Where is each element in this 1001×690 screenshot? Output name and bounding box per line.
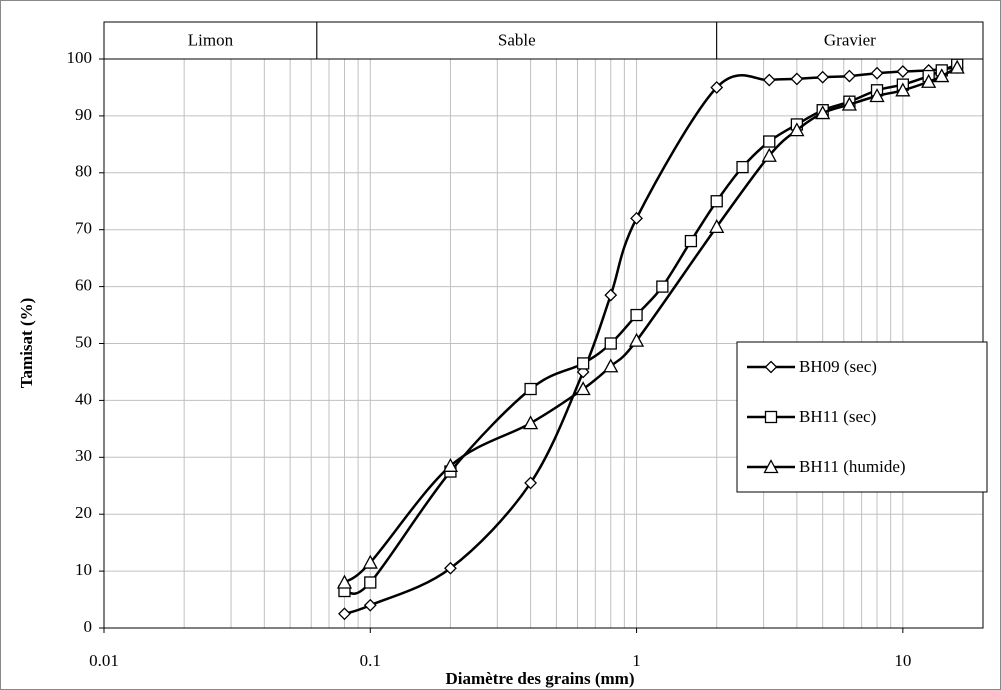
marker	[364, 576, 377, 589]
marker	[710, 195, 723, 208]
marker	[523, 415, 539, 430]
marker	[816, 70, 830, 84]
zone-label: Gravier	[824, 30, 876, 49]
marker	[761, 147, 777, 162]
marker	[762, 73, 776, 87]
marker	[763, 459, 779, 474]
marker	[684, 234, 698, 248]
marker	[790, 72, 804, 86]
marker	[442, 457, 459, 472]
marker	[841, 96, 858, 111]
marker	[710, 81, 724, 94]
marker	[895, 82, 911, 97]
marker	[842, 69, 856, 83]
zone	[316, 21, 718, 60]
marker	[736, 160, 749, 174]
y-tick-label: 60	[75, 276, 92, 295]
marker	[444, 561, 457, 575]
marker	[628, 332, 645, 347]
marker	[870, 66, 884, 80]
y-tick-label: 20	[75, 503, 92, 522]
x-tick-label: 1	[632, 651, 641, 670]
x-tick-label: 0.01	[89, 651, 119, 670]
marker	[789, 122, 805, 137]
marker	[656, 280, 669, 293]
marker	[630, 308, 643, 322]
marker	[524, 476, 538, 490]
y-tick-label: 50	[75, 332, 92, 351]
x-axis-label: Diamètre des grains (mm)	[445, 669, 634, 688]
marker	[604, 288, 618, 302]
marker	[630, 211, 643, 225]
marker	[764, 410, 778, 424]
marker	[362, 554, 378, 569]
legend-label: BH11 (sec)	[799, 407, 876, 426]
marker	[338, 607, 351, 621]
marker	[336, 574, 353, 589]
marker	[763, 135, 776, 148]
x-tick-label: 0.1	[360, 651, 381, 670]
zone-label: Limon	[188, 30, 234, 49]
marker	[815, 105, 831, 120]
marker	[575, 381, 591, 396]
marker	[896, 65, 910, 78]
x-tick-label: 10	[894, 651, 911, 670]
marker	[934, 68, 950, 83]
marker	[949, 59, 965, 74]
y-tick-label: 70	[75, 219, 92, 238]
zone	[716, 21, 984, 60]
y-tick-label: 100	[67, 48, 93, 67]
zone-label: Sable	[498, 30, 536, 49]
y-tick-label: 0	[84, 617, 93, 636]
y-tick-label: 30	[75, 446, 92, 465]
marker	[764, 360, 778, 374]
marker	[524, 382, 537, 396]
marker	[921, 73, 937, 88]
marker	[604, 337, 617, 350]
y-tick-label: 80	[75, 162, 92, 181]
marker	[869, 88, 885, 103]
y-tick-label: 90	[75, 105, 92, 124]
marker	[603, 358, 619, 373]
legend-label: BH11 (humide)	[799, 457, 906, 476]
marker	[709, 218, 725, 234]
y-tick-label: 10	[75, 560, 92, 579]
zone	[103, 21, 318, 60]
y-axis-label: Tamisat (%)	[17, 298, 36, 389]
marker	[576, 357, 590, 370]
y-tick-label: 40	[75, 389, 92, 408]
legend-label: BH09 (sec)	[799, 357, 877, 376]
marker	[363, 598, 377, 612]
